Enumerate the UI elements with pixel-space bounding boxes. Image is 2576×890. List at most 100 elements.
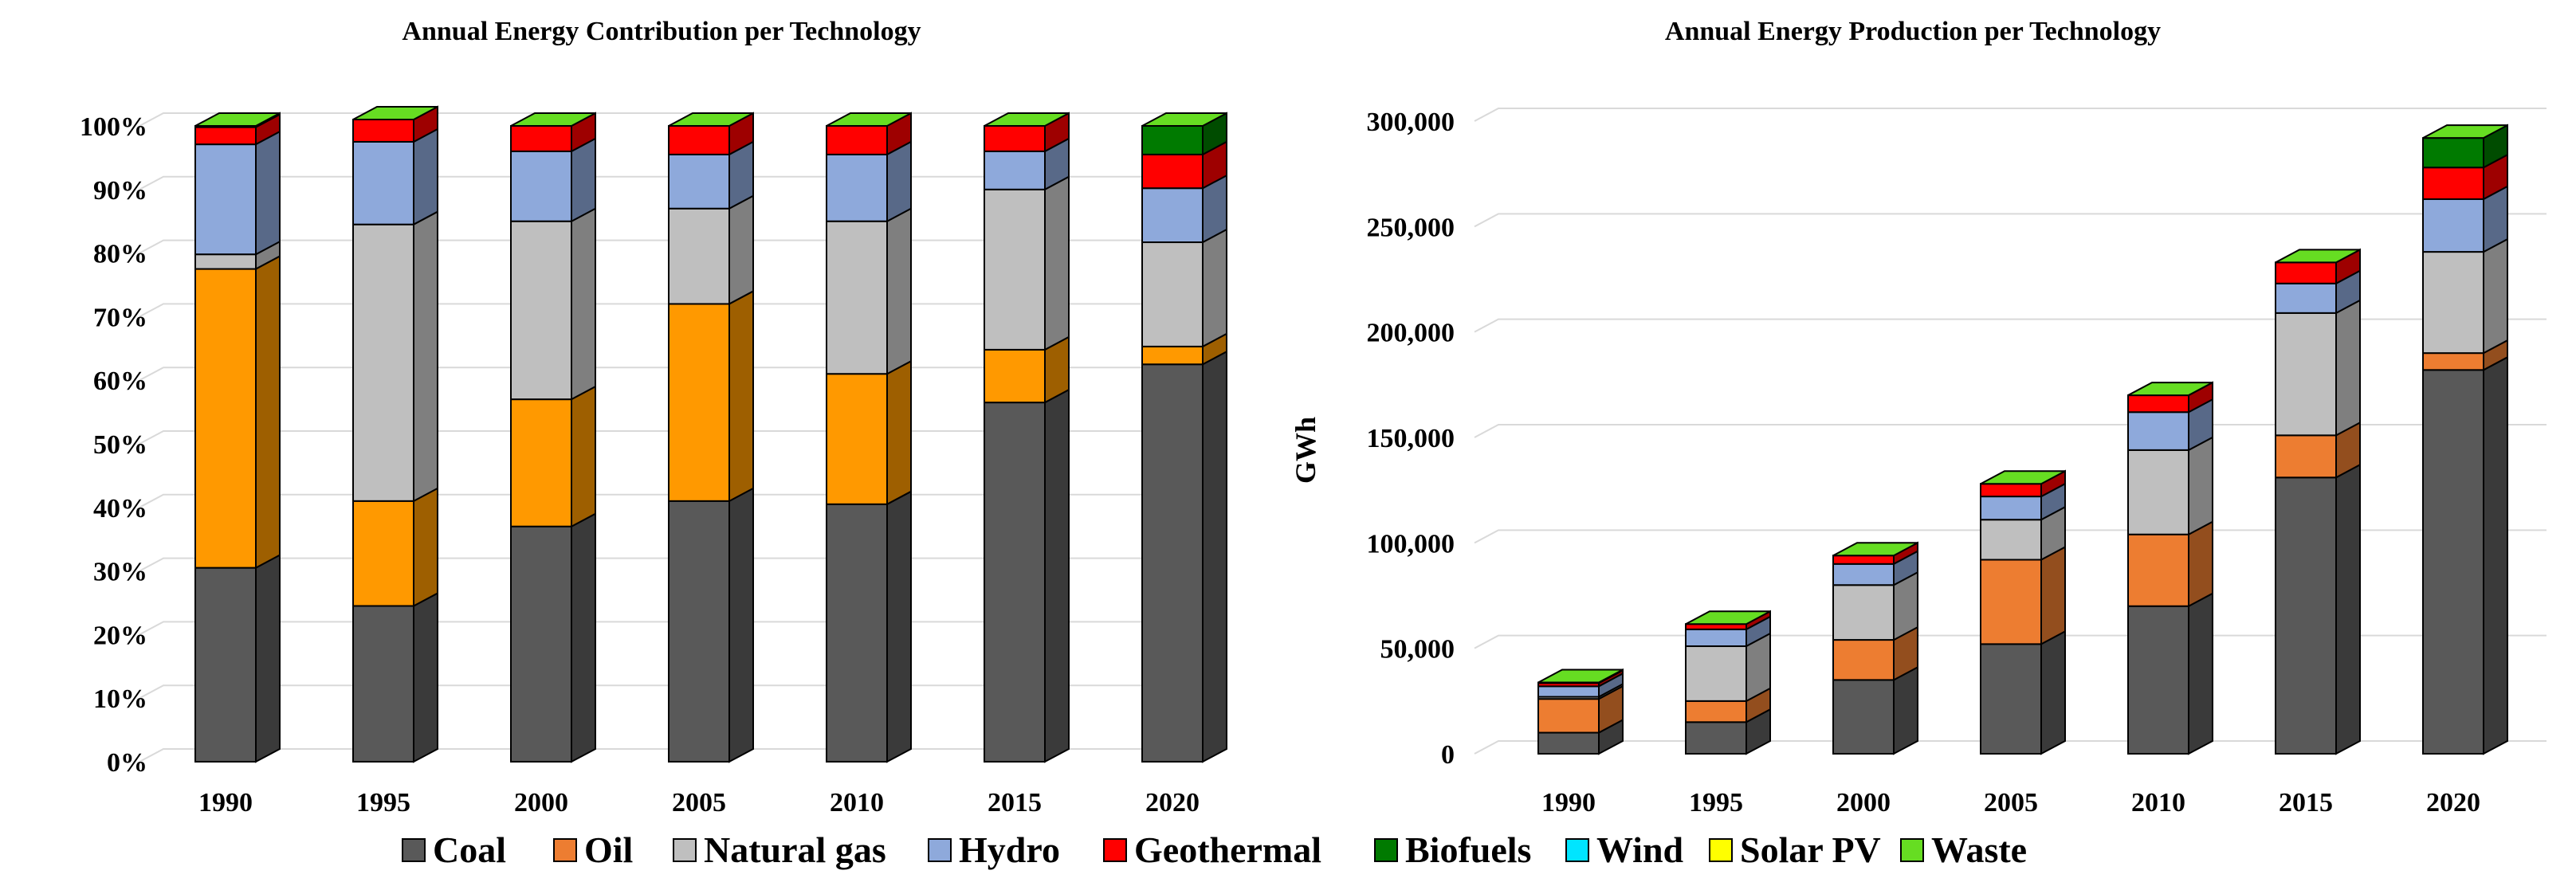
legend-item-hydro: Hydro xyxy=(928,829,1060,870)
left-chart: Annual Energy Contribution per Technolog… xyxy=(80,17,1227,817)
left-bar-segment-coal xyxy=(510,525,572,763)
left-bar-side-natural-gas xyxy=(1044,175,1070,351)
left-bar-segment-geothermal xyxy=(1141,153,1204,190)
left-bar-side-natural-gas xyxy=(413,210,438,503)
right-chart: Annual Energy Production per Technology … xyxy=(1290,17,2547,817)
legend-swatch-solar-pv xyxy=(1709,838,1733,862)
right-bar-side-oil xyxy=(2188,520,2213,608)
left-bar-segment-biofuels xyxy=(1141,125,1204,155)
left-bar-segment-coal xyxy=(352,605,414,763)
left-x-tick-label: 1995 xyxy=(356,788,410,817)
left-y-tick-label: 90% xyxy=(93,176,147,206)
right-bar-2000 xyxy=(1832,541,1918,755)
left-bar-segment-natural-gas xyxy=(352,223,414,502)
left-bar-side-natural-gas xyxy=(728,194,754,306)
left-bar-top-cap xyxy=(984,112,1070,127)
right-bar-2015 xyxy=(2275,248,2361,755)
left-bar-side-natural-gas xyxy=(571,207,596,401)
right-bar-1995 xyxy=(1685,610,1771,755)
left-bar-top-cap xyxy=(510,112,596,127)
left-bar-side-oil xyxy=(413,487,438,608)
right-bar-segment-coal xyxy=(1537,731,1600,755)
right-y-tick-label: 50,000 xyxy=(1380,635,1455,665)
right-bar-1990 xyxy=(1537,668,1624,755)
right-bar-side-natural-gas xyxy=(2335,299,2361,437)
right-bar-segment-geothermal xyxy=(1832,555,1895,565)
left-bar-segment-hydro xyxy=(668,153,730,210)
legend-label-wind: Wind xyxy=(1596,829,1684,870)
right-gridline xyxy=(1474,424,2547,438)
left-y-tick-label: 70% xyxy=(93,303,147,332)
right-bar-segment-hydro xyxy=(2422,198,2484,253)
legend-label-hydro: Hydro xyxy=(959,829,1060,870)
right-bar-side-coal xyxy=(2040,629,2066,755)
left-y-tick-label: 10% xyxy=(93,684,147,714)
right-bar-segment-coal xyxy=(1832,679,1895,755)
legend-item-natural-gas: Natural gas xyxy=(673,829,886,870)
right-gridline xyxy=(1474,318,2547,333)
right-bar-segment-biofuels xyxy=(2422,137,2484,169)
legend-label-coal: Coal xyxy=(433,829,506,870)
right-bar-segment-natural-gas xyxy=(1980,519,2042,561)
legend-label-natural-gas: Natural gas xyxy=(704,829,886,870)
left-x-tick-labels: 1990 1995 2000 2005 2010 2015 2020 xyxy=(198,788,1200,817)
left-y-tick-label: 30% xyxy=(93,558,147,587)
right-y-tick-label: 150,000 xyxy=(1367,424,1455,453)
legend-swatch-wind xyxy=(1565,838,1589,862)
left-bar-top-cap xyxy=(668,112,754,127)
right-gridlines xyxy=(1474,108,2547,755)
right-bar-2020 xyxy=(2422,124,2508,755)
right-bar-segment-oil xyxy=(1537,698,1600,734)
right-chart-title: Annual Energy Production per Technology xyxy=(1665,17,2161,46)
right-bar-top-cap xyxy=(1685,610,1771,625)
legend-swatch-hydro xyxy=(928,838,952,862)
left-bar-segment-oil xyxy=(668,303,730,502)
right-gridline xyxy=(1474,213,2547,228)
right-bar-side-coal xyxy=(2188,592,2213,755)
right-bar-side-natural-gas xyxy=(2483,237,2508,355)
left-bar-segment-natural-gas xyxy=(826,220,888,375)
legend-swatch-coal xyxy=(402,838,426,862)
right-bar-segment-coal xyxy=(2275,476,2337,755)
left-bar-segment-coal xyxy=(194,567,257,763)
left-bar-1990 xyxy=(194,112,281,763)
right-bar-segment-hydro xyxy=(1980,496,2042,521)
right-y-tick-labels: 0 50,000 100,000 150,000 200,000 250,000 300,0… xyxy=(1367,108,1455,770)
right-bar-side-coal xyxy=(1893,665,1918,755)
right-gridline xyxy=(1474,108,2547,122)
legend-item-solar-pv: Solar PV xyxy=(1709,829,1881,870)
left-bar-side-hydro xyxy=(571,137,596,223)
left-bar-2015 xyxy=(984,112,1070,763)
left-bar-segment-hydro xyxy=(352,140,414,225)
left-bar-side-coal xyxy=(1202,350,1227,763)
right-x-tick-label: 2020 xyxy=(2426,788,2480,817)
right-bar-top-cap xyxy=(2422,124,2508,139)
left-bar-side-natural-gas xyxy=(886,207,912,375)
right-bar-segment-hydro xyxy=(2127,411,2189,451)
legend: Coal Oil Natural gas Hydro Geothermal Biofuel… xyxy=(402,829,2027,870)
left-x-tick-label: 2010 xyxy=(830,788,884,817)
left-bar-top-cap xyxy=(352,106,438,121)
legend-item-coal: Coal xyxy=(402,829,506,870)
left-bar-side-natural-gas xyxy=(1202,228,1227,348)
right-bars xyxy=(1537,124,2508,755)
left-bar-segment-natural-gas xyxy=(194,253,257,270)
legend-swatch-waste xyxy=(1900,838,1924,862)
left-bar-side-hydro xyxy=(413,127,438,226)
left-y-tick-labels: 0% 10% 20% 30% 40% 50% 60% 70% 80% 90% 100% xyxy=(80,112,147,778)
left-bar-2000 xyxy=(510,112,596,763)
right-bar-side-coal xyxy=(2483,355,2508,755)
left-bar-segment-oil xyxy=(1141,345,1204,366)
left-bar-side-oil xyxy=(886,359,912,506)
right-x-tick-label: 2015 xyxy=(2279,788,2333,817)
left-bar-2010 xyxy=(826,112,912,763)
right-bar-segment-hydro xyxy=(1537,685,1600,698)
legend-item-oil: Oil xyxy=(553,829,633,870)
left-bar-segment-natural-gas xyxy=(668,207,730,305)
right-bar-segment-coal xyxy=(1980,643,2042,755)
right-bar-segment-geothermal xyxy=(2127,394,2189,414)
right-bar-side-coal xyxy=(2335,463,2361,755)
left-bar-segment-oil xyxy=(352,500,414,607)
left-bar-side-coal xyxy=(255,553,281,763)
left-bar-top-cap xyxy=(1141,112,1227,127)
